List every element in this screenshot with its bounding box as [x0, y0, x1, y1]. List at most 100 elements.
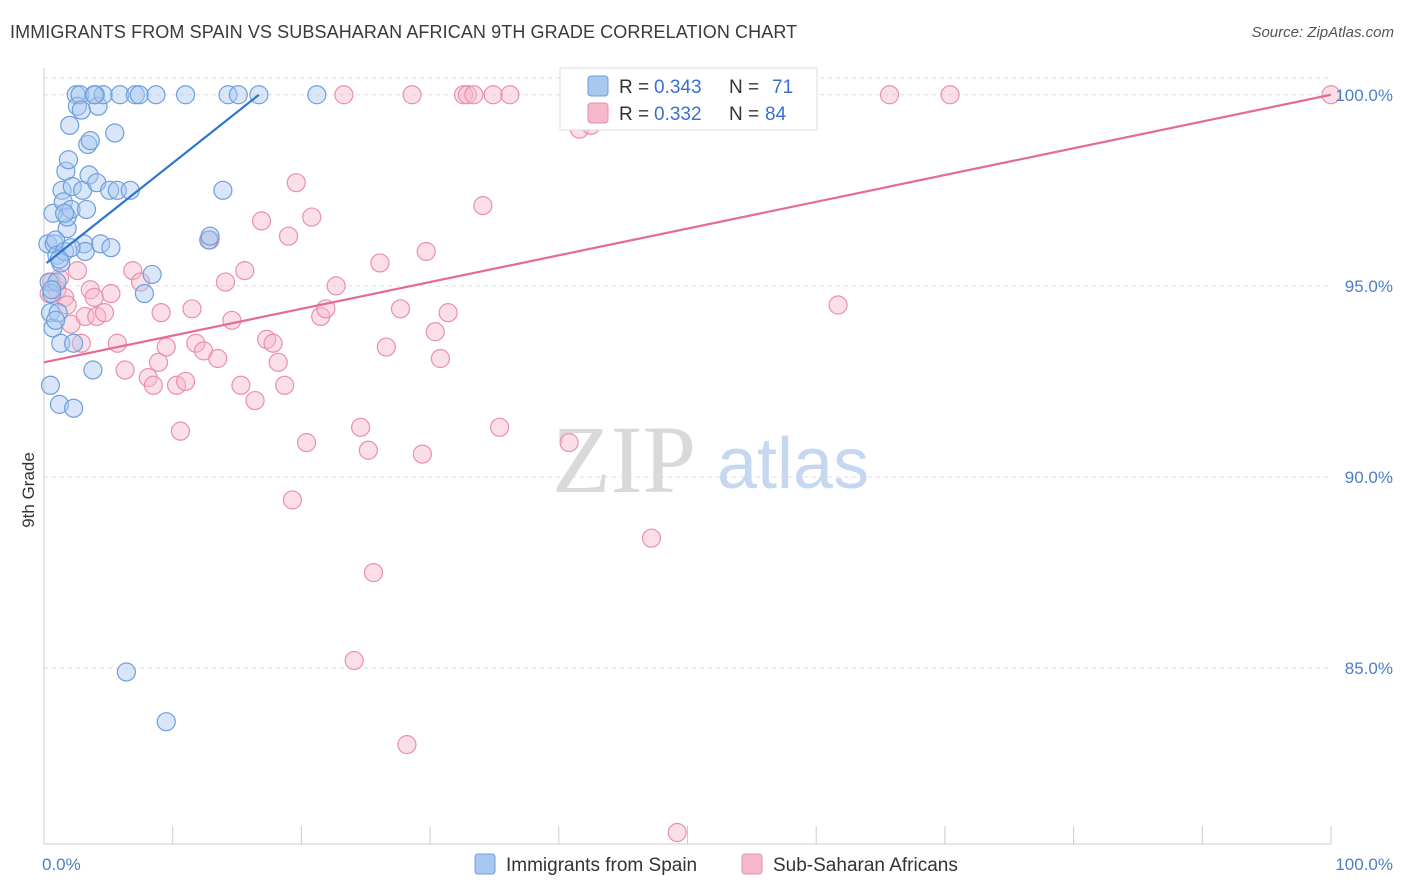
subsaharan-point: [115, 360, 135, 380]
spain-point: [61, 238, 81, 258]
subsaharan-point: [208, 348, 228, 369]
spain-point: [88, 96, 108, 116]
subsaharan-point: [351, 417, 371, 437]
spain-point: [58, 150, 79, 170]
chart-title: IMMIGRANTS FROM SPAIN VS SUBSAHARAN AFRI…: [10, 22, 798, 42]
subsaharan-point: [222, 310, 242, 330]
subsaharan-point: [71, 333, 91, 353]
subsaharan-point: [438, 303, 458, 323]
spain-point: [76, 199, 97, 220]
spain-point: [200, 226, 220, 246]
subsaharan-point: [641, 528, 662, 548]
legend-bottom-swatch-spain: [474, 853, 496, 875]
legend-n-label: N =: [729, 77, 759, 98]
subsaharan-point: [358, 440, 378, 460]
watermark: ZIP atlas: [552, 406, 869, 513]
spain-point: [213, 180, 233, 200]
y-tick-label: 100.0%: [1335, 86, 1393, 105]
subsaharan-point: [75, 306, 95, 327]
spain-point: [62, 176, 82, 197]
subsaharan-point: [231, 375, 251, 395]
spain-point: [307, 85, 327, 105]
subsaharan-point: [143, 375, 163, 395]
spain-point: [64, 398, 84, 418]
spain-point: [146, 85, 166, 105]
spain-point: [43, 318, 63, 338]
subsaharan-point: [251, 211, 272, 231]
spain-point: [116, 662, 136, 682]
watermark-atlas: atlas: [717, 424, 869, 504]
subsaharan-point: [275, 375, 295, 395]
subsaharan-point: [175, 371, 196, 392]
legend-n-value: 71: [772, 77, 793, 98]
spain-point: [40, 375, 61, 395]
tick-labels: 85.0% 90.0% 95.0% 100.0% 0.0% 100.0%: [42, 86, 1393, 874]
subsaharan-point: [370, 253, 390, 273]
subsaharan-point: [559, 433, 579, 453]
spain-point: [45, 310, 66, 330]
source-label: Source: ZipAtlas.com: [1251, 24, 1394, 41]
subsaharan-point: [363, 562, 384, 583]
subsaharan-point: [416, 241, 436, 262]
spain-point: [74, 234, 94, 254]
subsaharan-point: [84, 287, 104, 307]
spain-point: [105, 123, 125, 143]
spain-point: [142, 264, 162, 285]
spain-point: [79, 165, 99, 185]
legend-r-label: R =: [619, 104, 649, 125]
subsaharan-point: [879, 85, 900, 105]
watermark-zip: ZIP: [552, 406, 696, 513]
spain-point: [64, 333, 84, 353]
subsaharan-point: [667, 822, 687, 843]
spain-point: [48, 303, 68, 323]
legend-r-value: 0.343: [654, 77, 702, 98]
x-tick-label: 100.0%: [1335, 855, 1393, 874]
legend-n-label: N =: [729, 104, 759, 125]
y-tick-label: 95.0%: [1345, 277, 1393, 296]
subsaharan-point: [101, 283, 121, 304]
subsaharan-point: [376, 337, 396, 357]
legend-bottom-label-spain: Immigrants from Spain: [506, 855, 697, 876]
subsaharan-point: [148, 352, 169, 372]
spain-point: [75, 241, 95, 262]
subsaharan-point: [296, 433, 317, 453]
spain-point: [71, 100, 91, 120]
spain-point: [83, 360, 103, 380]
subsaharan-point: [94, 303, 115, 323]
subsaharan-point: [430, 348, 450, 369]
legend-swatch-spain: [587, 75, 609, 97]
spain-point: [101, 238, 121, 258]
legend-swatch-subsaharan: [587, 102, 609, 124]
legend-n-value: 84: [765, 104, 787, 125]
subsaharan-point: [326, 276, 346, 296]
trend-line: [43, 93, 1332, 364]
trend-lines: [43, 93, 1332, 364]
subsaharan-point: [302, 207, 322, 227]
spain-point: [129, 85, 149, 105]
subsaharan-point: [235, 261, 255, 281]
legend-row-subsaharan: R = 0.332 N = 84: [587, 102, 787, 125]
subsaharan-point: [282, 490, 302, 510]
subsaharan-point: [425, 322, 445, 342]
legend-bottom: Immigrants from Spain Sub-Saharan Africa…: [474, 853, 958, 876]
y-tick-label: 90.0%: [1345, 468, 1393, 487]
subsaharan-point: [457, 85, 478, 105]
trend-line: [45, 93, 260, 264]
spain-point: [110, 85, 130, 105]
y-tick-label: 85.0%: [1345, 659, 1393, 678]
subsaharan-point: [245, 390, 265, 411]
subsaharan-point: [215, 272, 236, 292]
subsaharan-point: [828, 295, 848, 315]
spain-point: [80, 131, 100, 151]
subsaharan-point: [151, 303, 171, 323]
spain-point: [39, 272, 59, 292]
subsaharan-point: [123, 261, 143, 281]
subsaharan-point: [186, 333, 206, 353]
subsaharan-point: [268, 352, 288, 372]
spain-point: [91, 234, 111, 254]
spain-point: [84, 85, 104, 105]
subsaharan-point: [500, 85, 520, 105]
subsaharan-point: [170, 421, 191, 441]
spain-point: [134, 283, 154, 304]
spain-point: [49, 394, 70, 414]
